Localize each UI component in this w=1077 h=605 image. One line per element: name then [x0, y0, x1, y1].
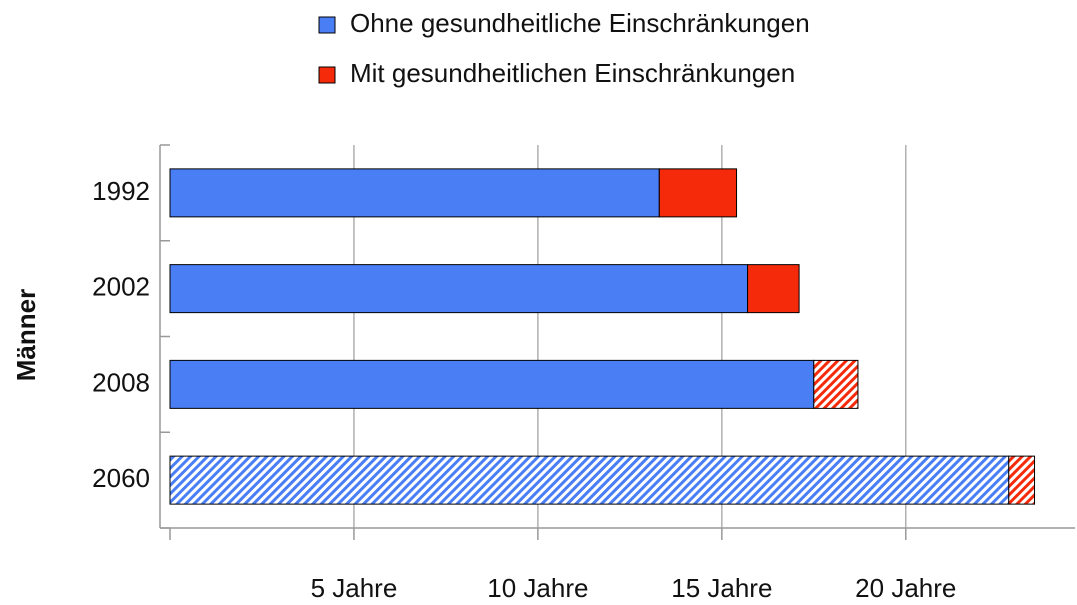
- bar-segment: [813, 359, 859, 409]
- y-tick-label: 2008: [92, 367, 150, 397]
- bar-segment: [169, 168, 660, 218]
- bar-segment: [747, 264, 800, 314]
- x-tick-label: 20 Jahre: [855, 573, 956, 603]
- bar-segment: [169, 359, 815, 409]
- legend-swatch: [318, 16, 336, 34]
- bar-segment: [169, 455, 1010, 505]
- y-axis-label: Männer: [11, 289, 41, 381]
- bar-segment: [658, 168, 738, 218]
- bar-segment: [169, 264, 749, 314]
- x-tick-label: 15 Jahre: [671, 573, 772, 603]
- y-tick-label: 1992: [92, 176, 150, 206]
- y-tick-label: 2060: [92, 463, 150, 493]
- bar-segment: [1008, 455, 1036, 505]
- y-tick-label: 2002: [92, 272, 150, 302]
- legend-swatch: [318, 66, 336, 84]
- x-tick-label: 5 Jahre: [311, 573, 398, 603]
- x-tick-label: 10 Jahre: [487, 573, 588, 603]
- legend-label: Mit gesundheitlichen Einschränkungen: [350, 58, 795, 88]
- legend-label: Ohne gesundheitliche Einschränkungen: [350, 8, 810, 38]
